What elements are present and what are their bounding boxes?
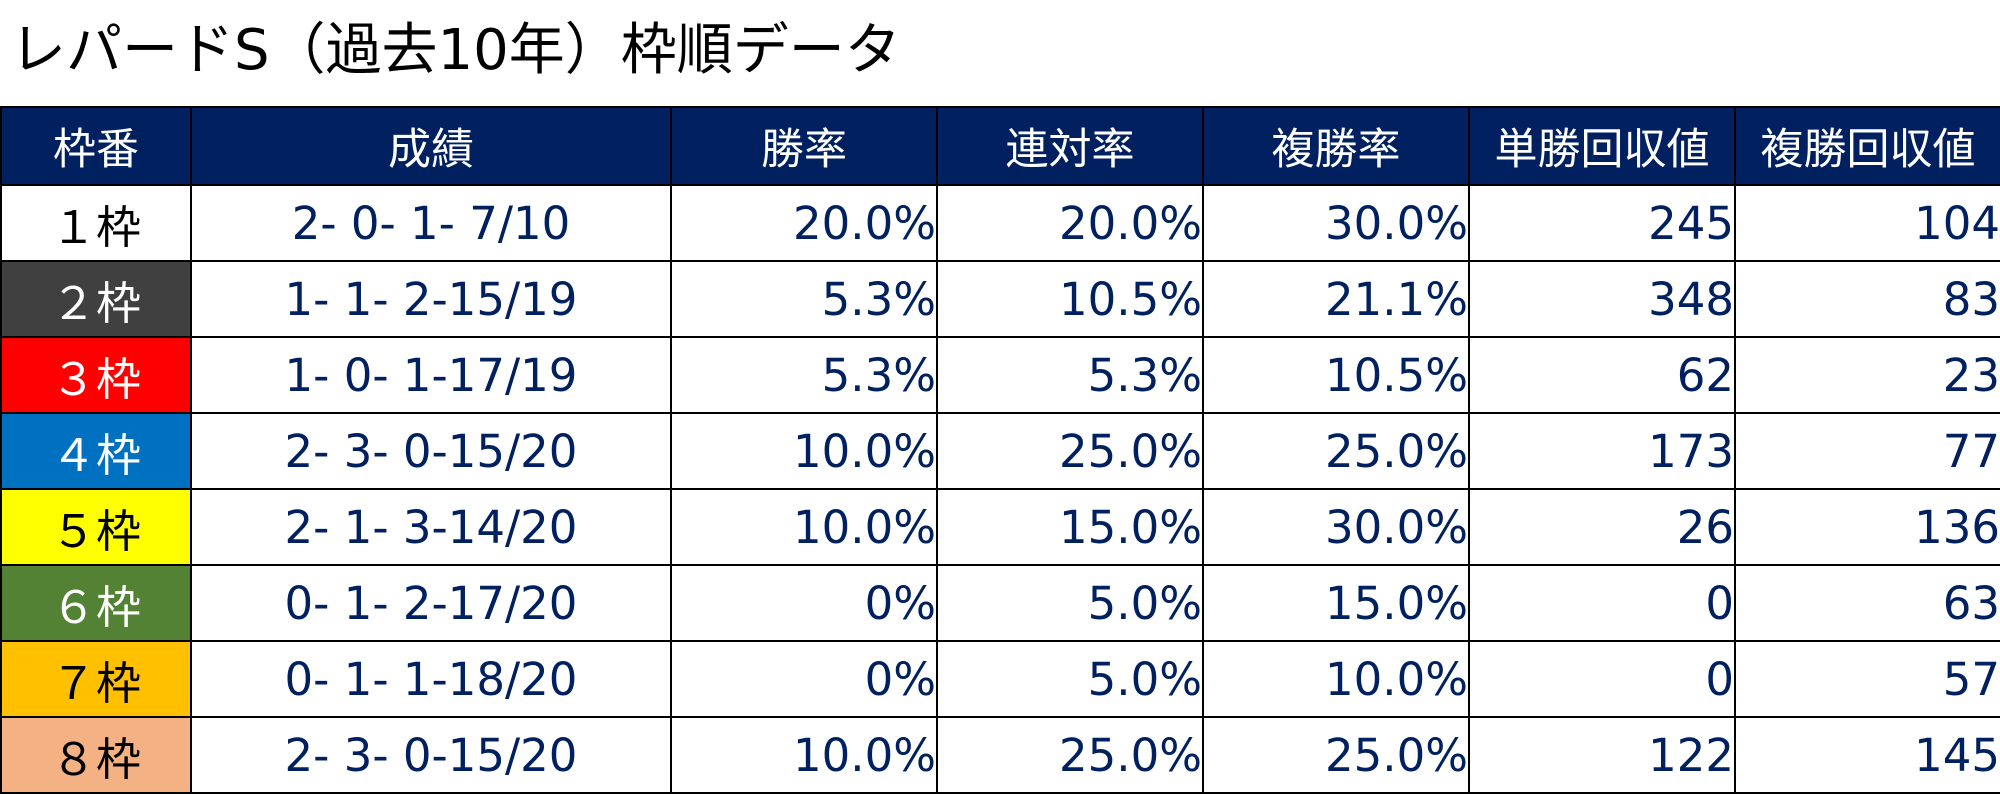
show-return-cell: 145: [1734, 716, 2000, 794]
frame-cell: ６枠: [0, 564, 192, 642]
frame-cell: ５枠: [0, 488, 192, 566]
header-place-rate: 連対率: [936, 106, 1204, 186]
win-rate-cell: 10.0%: [670, 716, 938, 794]
table-row: ６枠 0- 1- 2-17/20 0% 5.0% 15.0% 0 63: [0, 564, 2000, 642]
record-cell: 2- 0- 1- 7/10: [190, 184, 672, 262]
show-rate-cell: 10.0%: [1202, 640, 1470, 718]
header-show-return: 複勝回収値: [1734, 106, 2000, 186]
show-rate-cell: 10.5%: [1202, 336, 1470, 414]
record-cell: 0- 1- 2-17/20: [190, 564, 672, 642]
show-return-cell: 104: [1734, 184, 2000, 262]
table-row: １枠 2- 0- 1- 7/10 20.0% 20.0% 30.0% 245 1…: [0, 184, 2000, 262]
frame-cell: ８枠: [0, 716, 192, 794]
table-row: ３枠 1- 0- 1-17/19 5.3% 5.3% 10.5% 62 23: [0, 336, 2000, 414]
place-rate-cell: 25.0%: [936, 716, 1204, 794]
table-header-row: 枠番 成績 勝率 連対率 複勝率 単勝回収値 複勝回収値: [0, 106, 2000, 186]
frame-cell: ７枠: [0, 640, 192, 718]
place-rate-cell: 25.0%: [936, 412, 1204, 490]
win-rate-cell: 0%: [670, 564, 938, 642]
record-cell: 2- 1- 3-14/20: [190, 488, 672, 566]
frame-cell: １枠: [0, 184, 192, 262]
frame-data-table: 枠番 成績 勝率 連対率 複勝率 単勝回収値 複勝回収値 １枠 2- 0- 1-…: [0, 106, 2000, 794]
show-rate-cell: 25.0%: [1202, 412, 1470, 490]
win-return-cell: 173: [1468, 412, 1736, 490]
header-win-return: 単勝回収値: [1468, 106, 1736, 186]
frame-cell: ４枠: [0, 412, 192, 490]
place-rate-cell: 5.0%: [936, 564, 1204, 642]
frame-cell: ３枠: [0, 336, 192, 414]
win-return-cell: 26: [1468, 488, 1736, 566]
table-row: ８枠 2- 3- 0-15/20 10.0% 25.0% 25.0% 122 1…: [0, 716, 2000, 794]
win-rate-cell: 10.0%: [670, 488, 938, 566]
show-return-cell: 57: [1734, 640, 2000, 718]
win-rate-cell: 0%: [670, 640, 938, 718]
show-rate-cell: 15.0%: [1202, 564, 1470, 642]
show-return-cell: 83: [1734, 260, 2000, 338]
record-cell: 2- 3- 0-15/20: [190, 412, 672, 490]
record-cell: 0- 1- 1-18/20: [190, 640, 672, 718]
show-return-cell: 77: [1734, 412, 2000, 490]
page-title: レパードS（過去10年）枠順データ: [10, 18, 901, 83]
header-record: 成績: [190, 106, 672, 186]
frame-cell: ２枠: [0, 260, 192, 338]
table-row: ４枠 2- 3- 0-15/20 10.0% 25.0% 25.0% 173 7…: [0, 412, 2000, 490]
header-show-rate: 複勝率: [1202, 106, 1470, 186]
win-return-cell: 0: [1468, 640, 1736, 718]
table-row: ２枠 1- 1- 2-15/19 5.3% 10.5% 21.1% 348 83: [0, 260, 2000, 338]
place-rate-cell: 5.0%: [936, 640, 1204, 718]
win-rate-cell: 5.3%: [670, 336, 938, 414]
show-rate-cell: 30.0%: [1202, 488, 1470, 566]
win-return-cell: 0: [1468, 564, 1736, 642]
place-rate-cell: 20.0%: [936, 184, 1204, 262]
show-rate-cell: 21.1%: [1202, 260, 1470, 338]
show-rate-cell: 30.0%: [1202, 184, 1470, 262]
header-frame-number: 枠番: [0, 106, 192, 186]
header-win-rate: 勝率: [670, 106, 938, 186]
place-rate-cell: 15.0%: [936, 488, 1204, 566]
win-return-cell: 245: [1468, 184, 1736, 262]
table-row: ７枠 0- 1- 1-18/20 0% 5.0% 10.0% 0 57: [0, 640, 2000, 718]
win-rate-cell: 5.3%: [670, 260, 938, 338]
record-cell: 2- 3- 0-15/20: [190, 716, 672, 794]
record-cell: 1- 0- 1-17/19: [190, 336, 672, 414]
place-rate-cell: 10.5%: [936, 260, 1204, 338]
table-row: ５枠 2- 1- 3-14/20 10.0% 15.0% 30.0% 26 13…: [0, 488, 2000, 566]
win-rate-cell: 20.0%: [670, 184, 938, 262]
win-rate-cell: 10.0%: [670, 412, 938, 490]
show-return-cell: 63: [1734, 564, 2000, 642]
show-return-cell: 23: [1734, 336, 2000, 414]
win-return-cell: 122: [1468, 716, 1736, 794]
place-rate-cell: 5.3%: [936, 336, 1204, 414]
win-return-cell: 62: [1468, 336, 1736, 414]
show-rate-cell: 25.0%: [1202, 716, 1470, 794]
win-return-cell: 348: [1468, 260, 1736, 338]
show-return-cell: 136: [1734, 488, 2000, 566]
record-cell: 1- 1- 2-15/19: [190, 260, 672, 338]
